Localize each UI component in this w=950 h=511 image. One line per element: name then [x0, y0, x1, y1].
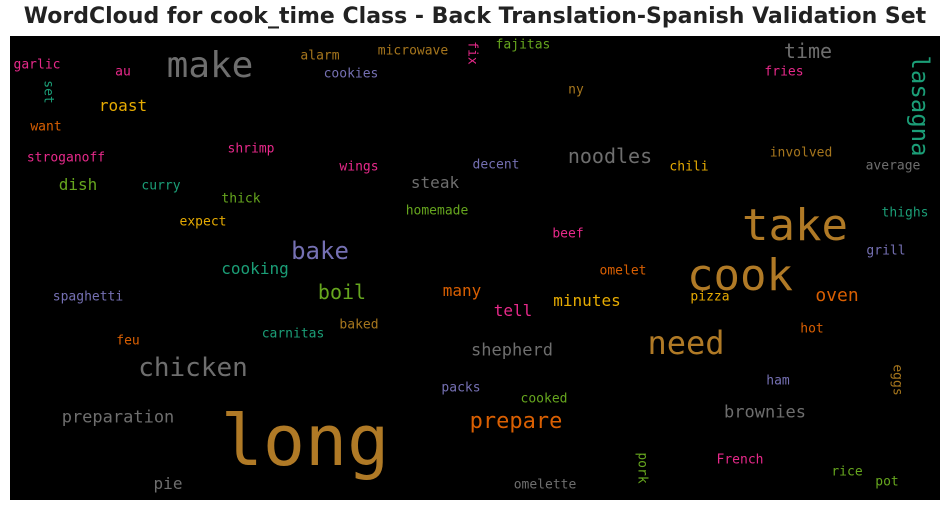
word-ham: ham [766, 373, 790, 389]
word-roast: roast [98, 96, 148, 115]
word-garlic: garlic [13, 57, 61, 73]
word-take: take [742, 200, 848, 251]
word-many: many [442, 281, 482, 300]
word-ny: ny [568, 82, 584, 98]
word-thick: thick [221, 191, 261, 207]
word-brownies: brownies [724, 402, 806, 423]
word-beef: beef [552, 226, 584, 242]
word-cookies: cookies [323, 66, 379, 82]
word-noodles: noodles [567, 144, 653, 168]
word-omelet: omelet [599, 263, 647, 279]
word-preparation: preparation [61, 407, 175, 428]
word-alarm: alarm [300, 48, 340, 64]
word-minutes: minutes [553, 291, 621, 310]
word-decent: decent [472, 157, 520, 173]
word-omelette: omelette [513, 477, 577, 493]
word-au: au [115, 64, 131, 80]
word-cook: cook [687, 250, 793, 301]
word-steak: steak [410, 173, 460, 192]
word-wings: wings [339, 159, 379, 175]
word-long: long [220, 400, 390, 482]
word-carnitas: carnitas [261, 326, 325, 342]
word-want: want [30, 119, 62, 135]
word-prepare: prepare [469, 409, 563, 434]
word-average: average [865, 158, 921, 174]
word-need: need [647, 324, 725, 362]
word-spaghetti: spaghetti [52, 289, 124, 305]
word-baked: baked [339, 317, 379, 333]
word-hot: hot [800, 321, 824, 337]
word-tell: tell [493, 301, 533, 320]
word-cooking: cooking [221, 259, 289, 278]
word-chicken: chicken [138, 353, 248, 383]
word-dish: dish [58, 175, 98, 194]
word-cooked: cooked [520, 391, 568, 407]
word-curry: curry [141, 178, 181, 194]
word-shrimp: shrimp [227, 141, 275, 157]
word-boil: boil [317, 280, 367, 304]
word-stroganoff: stroganoff [26, 150, 106, 166]
word-expect: expect [179, 214, 227, 230]
word-pizza: pizza [690, 289, 730, 305]
word-fries: fries [764, 64, 804, 80]
chart-title: WordCloud for cook_time Class - Back Tra… [23, 4, 927, 29]
word-involved: involved [769, 145, 833, 161]
word-grill: grill [866, 243, 906, 259]
word-bake: bake [291, 237, 349, 265]
word-pot: pot [875, 474, 899, 490]
word-fajitas: fajitas [495, 37, 551, 53]
word-fix: fix [464, 41, 480, 65]
word-make: make [166, 45, 254, 86]
word-time: time [783, 39, 833, 63]
word-lasagna: lasagna [906, 55, 934, 157]
word-french: French [716, 452, 764, 468]
word-feu: feu [116, 333, 140, 349]
wordcloud-canvas: long cook take make need chicken lasagna bake pr… [10, 36, 940, 500]
word-shepherd: shepherd [471, 340, 553, 361]
word-chili: chili [669, 159, 709, 175]
word-oven: oven [815, 285, 859, 306]
word-packs: packs [441, 380, 481, 396]
word-homemade: homemade [405, 203, 469, 219]
word-eggs: eggs [889, 364, 905, 396]
word-microwave: microwave [377, 43, 449, 59]
word-set: set [40, 80, 56, 104]
word-pork: pork [634, 452, 650, 484]
word-rice: rice [831, 464, 863, 480]
word-pie: pie [153, 474, 183, 493]
word-thighs: thighs [881, 205, 929, 221]
